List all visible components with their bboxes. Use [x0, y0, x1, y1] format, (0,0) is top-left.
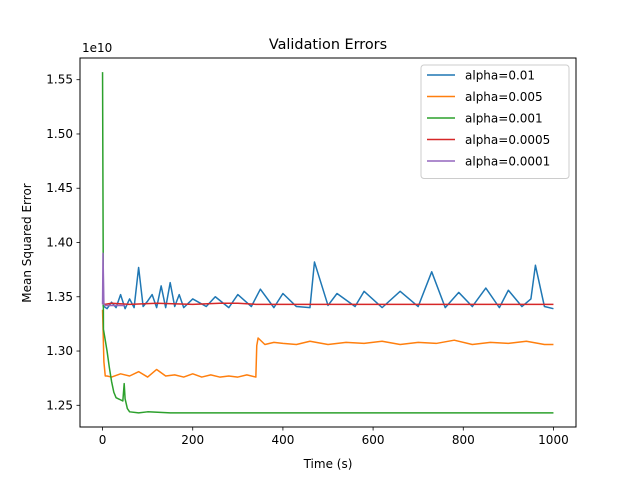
legend-entry-0: alpha=0.01: [465, 69, 535, 83]
y-tick-label: 1.25: [46, 398, 73, 412]
y-tick-label: 1.40: [46, 236, 73, 250]
x-tick-label: 400: [271, 433, 294, 447]
x-axis: 0 200 400 600 800 1000: [99, 427, 569, 447]
series-line-2: [101, 72, 554, 414]
x-tick-label: 800: [452, 433, 475, 447]
series-lines: [101, 72, 554, 414]
y-axis-offset-label: 1e10: [82, 41, 112, 55]
series-line-3: [102, 302, 554, 306]
x-tick-label: 200: [181, 433, 204, 447]
y-tick-label: 1.50: [46, 127, 73, 141]
y-axis-label: Mean Squared Error: [20, 183, 34, 303]
x-tick-label: 0: [99, 433, 107, 447]
chart-title: Validation Errors: [269, 37, 387, 53]
legend-entry-2: alpha=0.001: [465, 112, 543, 126]
legend-box: [420, 64, 570, 179]
x-axis-label: Time (s): [303, 457, 353, 471]
legend-entry-3: alpha=0.0005: [465, 133, 550, 147]
legend: alpha=0.01 alpha=0.005 alpha=0.001 alpha=0.…: [420, 64, 570, 179]
y-tick-label: 1.55: [46, 73, 73, 87]
y-tick-label: 1.45: [46, 181, 73, 195]
legend-entry-4: alpha=0.0001: [465, 155, 550, 169]
series-line-4: [101, 252, 126, 307]
x-tick-label: 600: [362, 433, 385, 447]
legend-entry-1: alpha=0.005: [465, 90, 543, 104]
series-line-1: [101, 309, 554, 378]
y-tick-label: 1.30: [46, 344, 73, 358]
y-tick-label: 1.35: [46, 290, 73, 304]
x-tick-label: 1000: [538, 433, 569, 447]
y-axis: 1.25 1.30 1.35 1.40 1.45 1.50 1.55: [46, 73, 80, 412]
